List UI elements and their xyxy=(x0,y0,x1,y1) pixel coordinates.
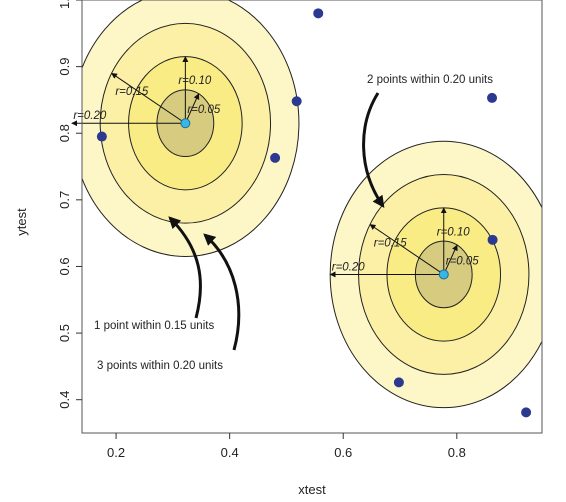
y-tick-label-4: 0.7 xyxy=(57,191,72,209)
y-tick-label-3: 0.6 xyxy=(57,257,72,275)
center-point-2 xyxy=(438,269,449,280)
radius-label-1-2: r=0.10 xyxy=(178,75,212,87)
data-point-3 xyxy=(270,152,281,163)
radius-label-1-3: r=0.15 xyxy=(115,86,149,98)
data-point-7 xyxy=(393,377,404,388)
data-point-6 xyxy=(487,234,498,245)
y-tick-label-5: 0.8 xyxy=(57,124,72,142)
data-point-1 xyxy=(313,8,324,19)
radius-line-2-3 xyxy=(369,224,445,275)
radius-label-2-2: r=0.10 xyxy=(437,226,471,238)
plot-frame xyxy=(81,0,543,434)
radius-label-2-3: r=0.15 xyxy=(374,237,408,249)
x-axis-label: xtest xyxy=(298,482,326,497)
center-point-1 xyxy=(180,118,191,129)
y-tick-label-1: 0.4 xyxy=(57,391,72,409)
data-point-2 xyxy=(291,96,302,107)
annotation-2: 3 points within 0.20 units xyxy=(97,360,223,372)
radius-label-1-1: r=0.05 xyxy=(187,104,221,116)
x-tick-label-2: 0.4 xyxy=(221,445,239,460)
x-tick-label-3: 0.6 xyxy=(334,445,352,460)
annotation-3: 2 points within 0.20 units xyxy=(367,74,493,86)
data-point-5 xyxy=(487,92,498,103)
y-tick-label-6: 0.9 xyxy=(57,58,72,76)
y-axis-label: ytest xyxy=(14,208,29,236)
radius-label-1-4: r=0.20 xyxy=(73,110,107,122)
radius-label-2-4: r=0.20 xyxy=(332,261,366,273)
data-point-4 xyxy=(96,131,107,142)
annotation-arrow-2 xyxy=(203,233,241,351)
data-point-8 xyxy=(521,407,532,418)
radius-label-2-1: r=0.05 xyxy=(446,255,480,267)
annotation-arrow-1 xyxy=(168,216,202,319)
radius-line-2-1 xyxy=(443,244,458,275)
x-tick-label-4: 0.8 xyxy=(448,445,466,460)
radius-line-1-3 xyxy=(111,72,186,124)
radius-line-1-1 xyxy=(184,93,200,124)
annotation-1: 1 point within 0.15 units xyxy=(94,320,214,332)
y-tick-label-7: 1.0 xyxy=(57,0,72,9)
y-tick-label-2: 0.5 xyxy=(57,324,72,342)
x-tick-label-1: 0.2 xyxy=(107,445,125,460)
annotation-arrow-3 xyxy=(362,92,385,208)
